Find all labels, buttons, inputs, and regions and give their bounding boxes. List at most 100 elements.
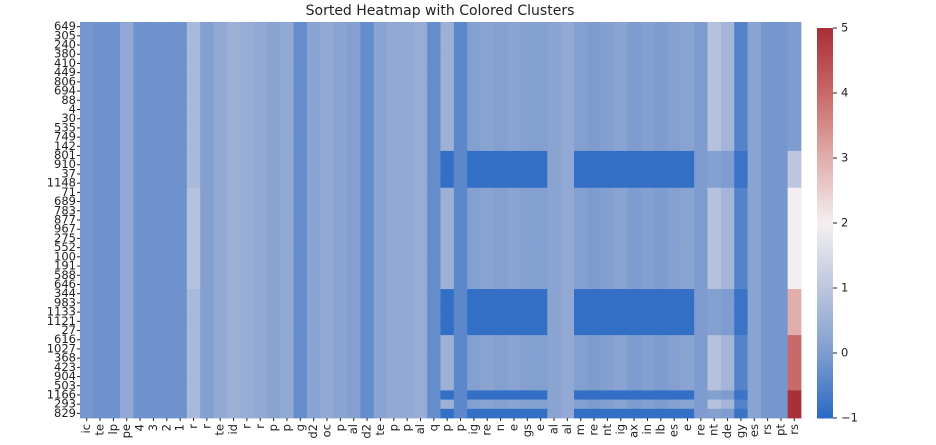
heatmap-cell (413, 408, 428, 419)
heatmap-cell (226, 77, 241, 87)
heatmap-cell (80, 408, 94, 419)
heatmap-cell (413, 58, 428, 69)
heatmap-cell (133, 316, 148, 327)
heatmap-cell (680, 307, 695, 318)
heatmap-cell (133, 215, 148, 226)
colorbar-step (817, 216, 833, 221)
heatmap-cell (560, 40, 575, 51)
heatmap-cell (774, 252, 789, 262)
heatmap-cell (93, 362, 108, 373)
heatmap-cell (306, 390, 321, 400)
heatmap-cell (507, 233, 522, 244)
heatmap-cell (347, 335, 361, 345)
heatmap-cell (226, 399, 241, 410)
heatmap-cell (560, 353, 575, 364)
heatmap-cell (560, 335, 575, 345)
heatmap-cell (574, 104, 588, 115)
heatmap-cell (440, 58, 455, 69)
heatmap-cell (106, 141, 121, 152)
heatmap-cell (520, 68, 535, 78)
heatmap-cell (413, 160, 428, 170)
heatmap-cell (574, 371, 588, 382)
heatmap-cell (760, 390, 775, 400)
heatmap-cell (360, 132, 375, 143)
heatmap-cell (93, 169, 108, 179)
heatmap-cell (774, 307, 789, 318)
heatmap-cell (480, 344, 495, 354)
heatmap-cell (493, 104, 508, 115)
heatmap-cell (734, 261, 748, 272)
heatmap-cell (186, 178, 201, 189)
heatmap-cell (787, 114, 802, 124)
heatmap-cell (266, 224, 281, 235)
heatmap-cell (533, 298, 548, 308)
heatmap-cell (747, 104, 762, 115)
heatmap-cell (106, 298, 121, 308)
heatmap-cell (533, 233, 548, 244)
heatmap-cell (320, 178, 335, 189)
y-tick-label: 240 (54, 38, 76, 52)
heatmap-cell (467, 22, 481, 32)
colorbar-step (817, 67, 833, 71)
heatmap-cell (387, 141, 401, 152)
heatmap-cell (720, 58, 735, 69)
x-tick-label: 2 (159, 424, 173, 431)
heatmap-cell (614, 22, 628, 32)
heatmap-cell (120, 68, 134, 78)
heatmap-cell (427, 335, 441, 345)
heatmap-cell (734, 353, 748, 364)
heatmap-cell (747, 298, 762, 308)
heatmap-cell (160, 22, 174, 32)
heatmap-cell (614, 307, 628, 318)
heatmap-cell (760, 104, 775, 115)
heatmap-cell (93, 40, 108, 51)
heatmap-cell (120, 325, 134, 336)
heatmap-cell (360, 224, 375, 235)
heatmap-cell (760, 224, 775, 235)
heatmap-cell (654, 160, 668, 170)
heatmap-cell (413, 68, 428, 78)
heatmap-cell (306, 114, 321, 124)
heatmap-cell (667, 196, 682, 207)
colorbar-step (817, 304, 833, 308)
heatmap-cell (373, 187, 388, 198)
heatmap-cell (253, 335, 268, 345)
heatmap-cell (760, 279, 775, 290)
heatmap-cell (173, 68, 188, 78)
heatmap-cell (400, 362, 415, 373)
heatmap-cell (387, 353, 401, 364)
heatmap-cell (240, 252, 254, 262)
heatmap-cell (200, 224, 214, 235)
heatmap-cell (787, 279, 802, 290)
heatmap-cell (293, 58, 308, 69)
heatmap-cell (427, 408, 441, 419)
heatmap-cell (226, 408, 241, 419)
heatmap-cell (347, 206, 361, 216)
heatmap-cell (146, 40, 161, 51)
heatmap-cell (266, 31, 281, 41)
heatmap-cell (467, 104, 481, 115)
colorbar-step (817, 76, 833, 81)
heatmap-cell (774, 316, 789, 327)
heatmap-cell (360, 279, 375, 290)
heatmap-cell (734, 390, 748, 400)
heatmap-cell (640, 169, 655, 179)
heatmap-cell (173, 86, 188, 97)
heatmap-cell (427, 31, 441, 41)
heatmap-cell (160, 243, 174, 253)
heatmap-cell (106, 95, 121, 106)
heatmap-cell (787, 390, 802, 400)
heatmap-cell (654, 399, 668, 410)
heatmap-cell (320, 307, 335, 318)
heatmap-cell (360, 362, 375, 373)
colorbar-step (817, 232, 833, 237)
heatmap-cell (480, 353, 495, 364)
heatmap-cell (493, 178, 508, 189)
heatmap-cell (480, 408, 495, 419)
heatmap-cell (614, 243, 628, 253)
heatmap-cell (266, 104, 281, 115)
heatmap-cell (173, 224, 188, 235)
heatmap-cell (440, 371, 455, 382)
heatmap-cell (133, 22, 148, 32)
heatmap-cell (574, 381, 588, 391)
